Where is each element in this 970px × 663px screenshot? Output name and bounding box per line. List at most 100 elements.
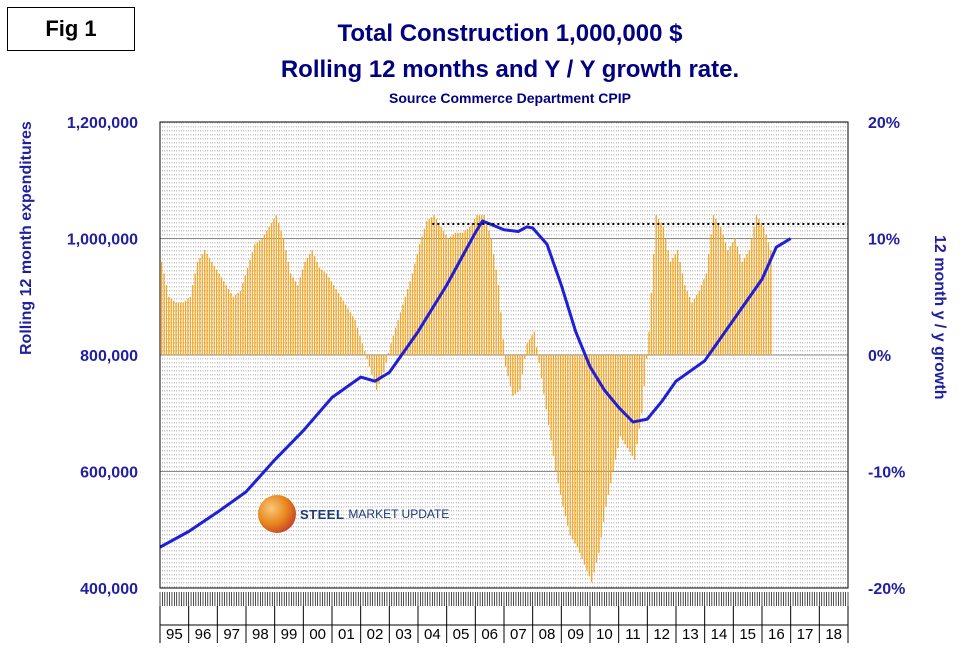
growth-bar [505, 355, 507, 367]
plot-border [159, 121, 849, 589]
growth-bar [177, 302, 180, 355]
growth-bar [614, 355, 617, 460]
growth-bar [457, 232, 459, 355]
growth-bar [383, 355, 385, 373]
growth-bar [552, 355, 555, 456]
chart-subtitle: Source Commerce Department CPIP [389, 90, 631, 106]
growth-bar [426, 221, 428, 355]
growth-bar [199, 257, 201, 355]
growth-bar [724, 242, 727, 355]
y-tick-left: 400,000 [80, 581, 138, 598]
growth-bar [686, 290, 688, 355]
growth-bar [612, 355, 614, 472]
growth-bar [368, 355, 371, 367]
growth-bar [591, 355, 593, 583]
growth-bar [290, 273, 292, 355]
growth-bar [574, 355, 576, 544]
logo-word-steel: STEEL [300, 506, 345, 522]
growth-bar [237, 292, 239, 355]
bar-series [161, 215, 772, 583]
growth-bar [481, 215, 483, 355]
y-tick-right: 10% [868, 232, 900, 249]
growth-bar [598, 355, 600, 554]
growth-bar [407, 288, 409, 355]
growth-bar [378, 355, 380, 385]
growth-bar [354, 320, 356, 355]
growth-bar [500, 312, 502, 355]
growth-bar [545, 355, 547, 410]
x-tick-label: 16 [768, 626, 785, 643]
growth-bar [361, 343, 363, 355]
growth-bar [235, 294, 237, 355]
growth-bar [493, 254, 495, 355]
growth-bar [349, 312, 352, 355]
growth-bar [211, 261, 213, 355]
growth-bar [653, 254, 655, 355]
growth-bar [471, 222, 473, 355]
figure-label: Fig 1 [7, 7, 135, 51]
growth-bar [328, 277, 330, 355]
x-tick-label: 08 [539, 626, 556, 643]
chart-title: Total Construction 1,000,000 $ [337, 20, 683, 47]
growth-bar [657, 219, 660, 355]
growth-bar [483, 215, 485, 355]
growth-bar [230, 292, 232, 355]
growth-bar [634, 355, 636, 460]
growth-bar [450, 236, 452, 355]
growth-bar [531, 335, 533, 355]
growth-bar [304, 261, 306, 355]
growth-bar [232, 296, 234, 355]
growth-bar [583, 355, 586, 565]
growth-bar [567, 355, 569, 526]
growth-bar [395, 327, 397, 355]
y-tick-left: 600,000 [80, 465, 138, 482]
growth-bar [641, 355, 643, 414]
growth-bar [299, 277, 301, 355]
growth-bar [213, 265, 215, 355]
growth-bar [447, 238, 449, 355]
growth-bar [227, 288, 230, 355]
growth-bar [488, 230, 490, 355]
growth-bar [619, 355, 621, 437]
growth-bar [170, 298, 172, 355]
growth-bar [770, 250, 772, 355]
growth-bar [244, 275, 246, 355]
growth-bar [674, 254, 676, 355]
growth-bar [337, 292, 340, 355]
growth-bar [438, 222, 440, 355]
growth-bar [278, 222, 280, 355]
growth-bar [636, 355, 638, 445]
growth-bar [266, 230, 268, 355]
growth-bar [655, 215, 657, 355]
x-tick-label: 18 [825, 626, 842, 643]
y-tick-right: 0% [868, 348, 891, 365]
growth-bar [524, 355, 526, 359]
growth-bar [507, 355, 509, 377]
growth-bar [445, 234, 447, 355]
logo-word-market-update: MARKET UPDATE [348, 507, 450, 521]
growth-bar [703, 279, 705, 355]
growth-bar [194, 273, 196, 355]
growth-bar [720, 226, 722, 355]
growth-bar [285, 250, 287, 355]
growth-bar [624, 355, 626, 445]
growth-bar [557, 355, 559, 484]
growth-bar [464, 230, 466, 355]
growth-bar [736, 246, 739, 355]
x-tick-label: 01 [338, 626, 355, 643]
growth-bar [688, 296, 691, 355]
growth-bar [380, 355, 383, 379]
growth-bar [172, 300, 175, 355]
growth-bar [717, 222, 719, 355]
growth-bar [165, 285, 168, 355]
growth-bar [528, 339, 531, 355]
growth-bar [249, 259, 251, 355]
growth-bar [579, 355, 581, 554]
growth-bar [287, 261, 289, 355]
x-tick-label: 06 [481, 626, 498, 643]
growth-bar [196, 261, 199, 355]
x-tick-label: 05 [453, 626, 470, 643]
growth-bar [387, 353, 390, 355]
growth-bar [385, 355, 387, 363]
growth-bar [665, 238, 667, 355]
